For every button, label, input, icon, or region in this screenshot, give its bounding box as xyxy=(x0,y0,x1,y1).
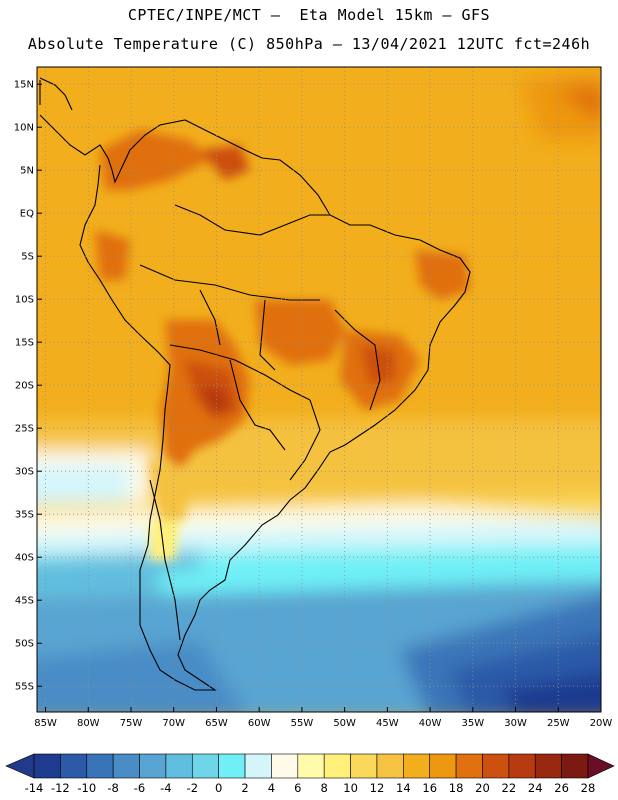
lat-label: EQ xyxy=(20,209,34,220)
lat-label: 40S xyxy=(15,553,34,564)
lon-label: 50W xyxy=(333,718,356,729)
colorbar-box xyxy=(429,753,457,779)
colorbar-label: 28 xyxy=(581,781,596,795)
lon-label: 65W xyxy=(205,718,228,729)
colorbar-label: 10 xyxy=(343,781,358,795)
colorbar-label: -2 xyxy=(187,781,198,795)
colorbar-label: 14 xyxy=(396,781,411,795)
colorbar-label: 6 xyxy=(294,781,301,795)
lat-label: 10N xyxy=(14,123,34,134)
colorbar-label: 22 xyxy=(502,781,517,795)
colorbar-box xyxy=(165,753,193,779)
colorbar-box xyxy=(323,753,351,779)
lat-label: 5N xyxy=(20,166,34,177)
lon-label: 35W xyxy=(462,718,485,729)
map-title-line-1: CPTEC/INPE/MCT — Eta Model 15km — GFS xyxy=(127,6,491,24)
lon-label: 40W xyxy=(419,718,442,729)
colorbar-label: -14 xyxy=(25,781,44,795)
map-border xyxy=(36,66,602,713)
colorbar-box xyxy=(139,753,167,779)
latitude-axis: 15N 10N 5N EQ 5S 10S 15S 20S 25S 30S 35S 40S 45S 50S 5… xyxy=(14,80,42,693)
lat-label: 20S xyxy=(15,381,34,392)
colorbar-label: 16 xyxy=(422,781,437,795)
lon-label: 25W xyxy=(547,718,570,729)
coastline xyxy=(39,77,471,691)
colorbar-label: 26 xyxy=(554,781,569,795)
colorbar-box xyxy=(112,753,140,779)
colorbar-box xyxy=(244,753,272,779)
colorbar-box xyxy=(561,753,589,779)
colorbar-box xyxy=(86,753,114,779)
lat-label: 25S xyxy=(15,424,34,435)
lon-label: 75W xyxy=(120,718,143,729)
colorbar-box xyxy=(508,753,536,779)
colorbar-label: -12 xyxy=(51,781,70,795)
lon-label: 30W xyxy=(504,718,527,729)
colorbar-label: -4 xyxy=(160,781,171,795)
lon-label: 60W xyxy=(248,718,271,729)
lon-label: 70W xyxy=(162,718,185,729)
colorbar-label: -8 xyxy=(107,781,118,795)
colorbar-box xyxy=(218,753,246,779)
colorbar-box xyxy=(271,753,299,779)
lat-label: 55S xyxy=(15,682,34,693)
colorbar-box xyxy=(482,753,510,779)
colorbar-box xyxy=(297,753,325,779)
colorbar-label: 12 xyxy=(370,781,385,795)
colorbar-under-triangle xyxy=(5,753,35,779)
colorbar-box xyxy=(376,753,404,779)
colorbar-box xyxy=(350,753,378,779)
colorbar-label: 18 xyxy=(449,781,464,795)
lat-label: 15N xyxy=(14,80,34,91)
colorbar-label: 8 xyxy=(321,781,328,795)
colorbar-label: 0 xyxy=(215,781,222,795)
lat-label: 5S xyxy=(21,252,34,263)
colorbar-over-triangle xyxy=(587,753,615,779)
colorbar-label: 24 xyxy=(528,781,543,795)
colorbar-box xyxy=(60,753,88,779)
colorbar-label: 20 xyxy=(475,781,490,795)
colorbar-box xyxy=(33,753,61,779)
lat-label: 45S xyxy=(15,596,34,607)
lat-label: 50S xyxy=(15,639,34,650)
colorbar-box xyxy=(403,753,431,779)
lat-label: 35S xyxy=(15,510,34,521)
lon-label: 55W xyxy=(291,718,314,729)
colorbar-box xyxy=(191,753,219,779)
lat-label: 15S xyxy=(15,338,34,349)
colorbar-label: -10 xyxy=(77,781,96,795)
lon-label: 85W xyxy=(34,718,57,729)
lat-label: 10S xyxy=(15,295,34,306)
map-title-line-2: Absolute Temperature (C) 850hPa — 13/04/… xyxy=(27,35,591,53)
lon-label: 80W xyxy=(77,718,100,729)
lon-label: 45W xyxy=(376,718,399,729)
lat-label: 30S xyxy=(15,467,34,478)
colorbar-label: -6 xyxy=(134,781,145,795)
colorbar-box xyxy=(455,753,483,779)
colorbar-label: 2 xyxy=(241,781,248,795)
longitude-axis: 85W 80W 75W 70W 65W 60W 55W 50W 45W 40W 35W 30W 25W 2… xyxy=(34,707,612,729)
colorbar-label: 4 xyxy=(268,781,275,795)
lon-label: 20W xyxy=(590,718,613,729)
colorbar-box xyxy=(534,753,562,779)
